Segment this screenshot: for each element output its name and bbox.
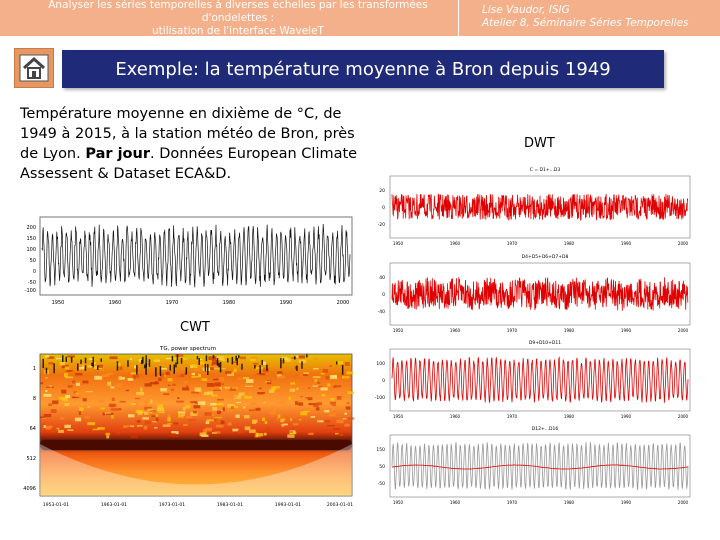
raw-ytick-6: -100 (25, 288, 36, 294)
dwt-3-trace (391, 356, 689, 403)
dwt-4-subtitle: D12+...D16 (532, 426, 559, 432)
cwt-xtick-5: 2003-01-01 (327, 502, 353, 508)
raw-ytick-5: -50 (28, 280, 36, 286)
dwt-4-xtick-0: 1950 (393, 500, 404, 505)
dwt-4-ytick-1: 50 (379, 464, 385, 470)
raw-xtick-1: 1960 (109, 300, 122, 306)
dwt-2-trace (391, 277, 689, 311)
dwt-1-xtick-5: 2000 (678, 241, 689, 246)
dwt-1-subtitle: C = D1+...D3 (530, 167, 561, 173)
raw-ytick-0: 200 (26, 225, 36, 231)
dwt-3-xtick-2: 1970 (507, 414, 518, 419)
raw-xtick-4: 1990 (280, 300, 293, 306)
dwt-panel-1: C = D1+...D3 20 0 -20 1950 1960 1970 198… (378, 167, 691, 246)
dwt-1-xtick-4: 1990 (621, 241, 632, 246)
raw-xtick-5: 2000 (337, 300, 350, 306)
cwt-xtick-0: 1953-01-01 (43, 502, 69, 508)
course-title-line2: utilisation de l'interface WaveleT (152, 24, 324, 37)
dwt-2-xtick-1: 1960 (450, 328, 461, 333)
dwt-1-ytick-2: -20 (378, 222, 385, 228)
slide-title: Exemple: la température moyenne à Bron d… (62, 50, 664, 88)
dwt-2-subtitle: D4+D5+D6+D7+D8 (522, 254, 569, 260)
dwt-4-ytick-2: -50 (378, 481, 385, 487)
dwt-1-xtick-0: 1950 (393, 241, 404, 246)
dwt-3-ytick-1: 0 (382, 378, 385, 384)
dwt-4-xtick-1: 1960 (450, 500, 461, 505)
home-button[interactable] (14, 48, 54, 88)
cwt-xtick-4: 1993-01-01 (275, 502, 301, 508)
desc-bold: Par jour (85, 146, 150, 162)
dwt-1-xtick-2: 1970 (507, 241, 518, 246)
dwt-3-xtick-3: 1980 (564, 414, 575, 419)
dwt-1-xtick-1: 1960 (450, 241, 461, 246)
annual-band (39, 439, 353, 451)
dwt-4-xtick-3: 1980 (564, 500, 575, 505)
cwt-title: TG, power spectrum (159, 346, 216, 352)
cwt-ytick-4: 4096 (23, 486, 36, 492)
author-info: Lise Vaudor, ISIG Atelier 8, Séminaire S… (482, 4, 712, 30)
dwt-4-xtick-4: 1990 (621, 500, 632, 505)
dwt-3-xtick-1: 1960 (450, 414, 461, 419)
dwt-1-trace (391, 192, 689, 221)
cwt-xtick-3: 1983-01-01 (217, 502, 243, 508)
dwt-2-xtick-4: 1990 (621, 328, 632, 333)
cwt-xtick-2: 1973-01-01 (159, 502, 185, 508)
dwt-2-xtick-3: 1980 (564, 328, 575, 333)
dwt-panel-3: D9+D10+D11 100 0 -100 1950 1960 1970 198… (375, 340, 691, 419)
dwt-3-xtick-5: 2000 (678, 414, 689, 419)
dwt-3-ytick-0: 100 (376, 361, 385, 367)
cwt-ytick-1: 8 (33, 396, 36, 402)
dwt-2-xtick-5: 2000 (678, 328, 689, 333)
desc-text-2: . Données European Climate Assessent & D… (20, 146, 358, 182)
dwt-4-xtick-2: 1970 (507, 500, 518, 505)
author-name: Lise Vaudor, ISIG (482, 4, 570, 16)
raw-ytick-4: 0 (33, 269, 36, 275)
cwt-xtick-1: 1963-01-01 (101, 502, 127, 508)
cwt-ytick-2: 64 (30, 426, 36, 432)
dwt-2-ytick-0: 40 (379, 275, 385, 281)
dwt-panel-4: D12+...D16 150 50 -50 1950 1960 1970 198… (376, 426, 691, 505)
home-icon (19, 54, 49, 82)
dwt-4-xtick-5: 2000 (678, 500, 689, 505)
dwt-4-trace (391, 442, 689, 490)
dwt-label: DWT (524, 136, 555, 151)
dwt-3-xtick-4: 1990 (621, 414, 632, 419)
raw-xtick-3: 1980 (223, 300, 236, 306)
dwt-3-ytick-2: -100 (375, 395, 385, 401)
cwt-ytick-0: 1 (33, 366, 36, 372)
raw-temperature-plot: 200 150 100 50 0 -50 -100 1950 1960 1970… (25, 216, 353, 306)
course-title-line1: Analyser les séries temporelles à divers… (48, 0, 428, 24)
raw-xtick-0: 1950 (52, 300, 65, 306)
dwt-3-xtick-0: 1950 (393, 414, 404, 419)
raw-ytick-1: 150 (26, 236, 36, 242)
cwt-label: CWT (180, 320, 210, 335)
raw-xtick-2: 1970 (166, 300, 179, 306)
dwt-3-subtitle: D9+D10+D11 (529, 340, 561, 346)
cwt-power-spectrum: TG, power spectrum 1 8 64 512 4096 1953-… (23, 346, 355, 508)
dwt-4-ytick-0: 150 (376, 447, 385, 453)
event-name: Atelier 8, Séminaire Séries Temporelles (482, 17, 689, 29)
dwt-2-ytick-2: -40 (378, 309, 385, 315)
course-header: Analyser les séries temporelles à divers… (0, 0, 720, 37)
raw-series-trace (41, 223, 351, 288)
dwt-1-xtick-3: 1980 (564, 241, 575, 246)
course-title: Analyser les séries temporelles à divers… (18, 0, 459, 37)
raw-ytick-2: 100 (26, 247, 36, 253)
dwt-2-ytick-1: 0 (382, 292, 385, 298)
dwt-2-xtick-0: 1950 (393, 328, 404, 333)
slide-description: Température moyenne en dixième de °C, de… (20, 104, 360, 184)
dwt-panels: C = D1+...D3 20 0 -20 1950 1960 1970 198… (375, 167, 691, 505)
desc-text-1: Température moyenne en dixième de °C, de… (20, 106, 355, 162)
dwt-1-ytick-1: 0 (382, 205, 385, 211)
cone-of-influence (40, 444, 352, 496)
raw-ytick-3: 50 (30, 258, 36, 264)
dwt-1-ytick-0: 20 (379, 188, 385, 194)
cwt-ytick-3: 512 (26, 456, 36, 462)
cwt-texture (40, 354, 355, 439)
dwt-4-trend (391, 464, 689, 470)
dwt-panel-2: D4+D5+D6+D7+D8 40 0 -40 1950 1960 1970 1… (378, 254, 691, 333)
dwt-2-xtick-2: 1970 (507, 328, 518, 333)
